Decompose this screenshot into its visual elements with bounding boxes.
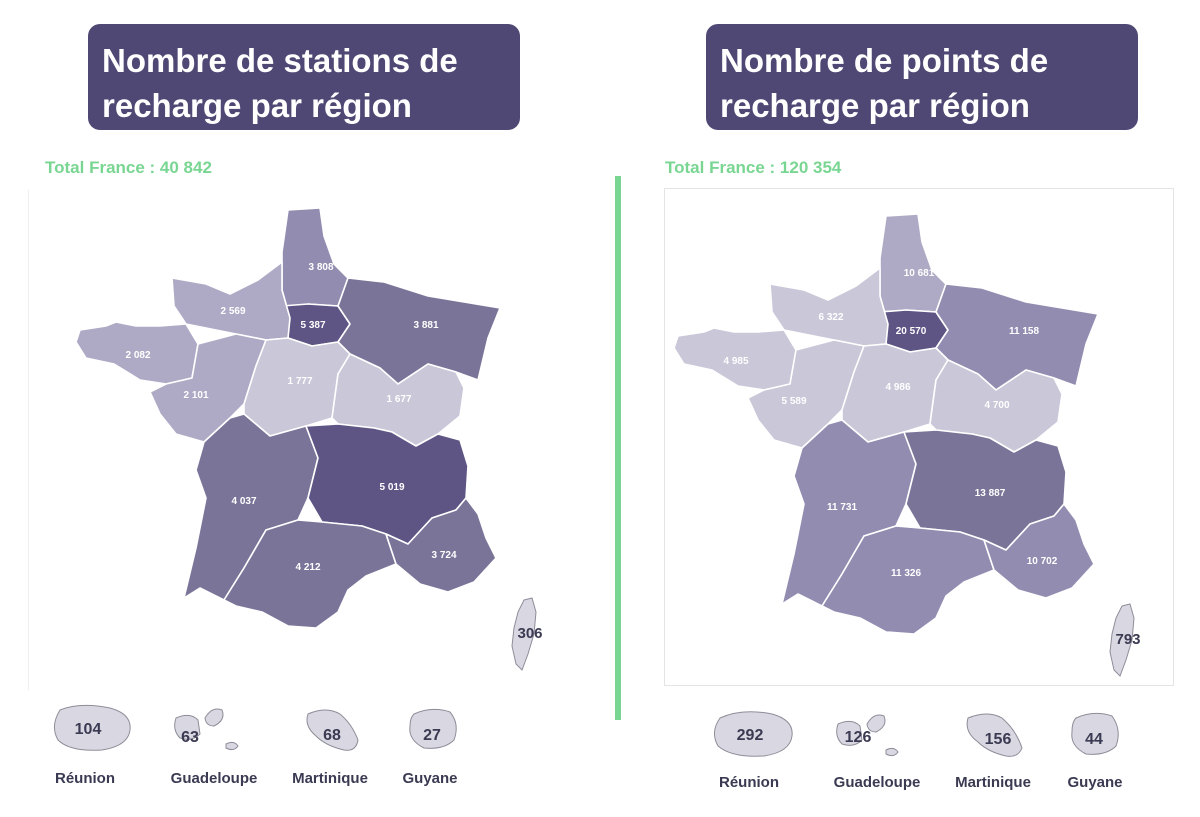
region-idf-value: 20 570	[896, 326, 927, 337]
martinique-points-value: 156	[985, 731, 1012, 748]
guadeloupe-shape	[174, 708, 239, 751]
points-map: 10 681 20 570 11 158 6 322 4 985 5 589 4 986 4 …	[673, 213, 1141, 677]
region-ge-value: 11 158	[1009, 326, 1039, 337]
martinique-shape-right	[966, 713, 1023, 757]
points-dom-map: 292 126 156 44	[714, 711, 1119, 757]
reunion-shape	[54, 704, 131, 751]
region-pdl-value: 2 101	[183, 390, 208, 401]
region-bfc-value: 4 700	[984, 400, 1009, 411]
region-paca-value: 10 702	[1027, 556, 1058, 567]
region-na-value: 4 037	[231, 496, 256, 507]
guyane-shape-right	[1071, 712, 1119, 755]
right-map-frame	[664, 188, 1174, 686]
region-bfc-value: 1 677	[386, 394, 411, 405]
region-bre-value: 4 985	[723, 356, 748, 367]
reunion-shape-right	[714, 711, 793, 757]
region-ara-value: 5 019	[379, 482, 404, 493]
points-title: Nombre de points de recharge par région	[706, 24, 1138, 130]
guadeloupe-label-right: Guadeloupe	[833, 774, 921, 791]
region-cor-value: 793	[1115, 631, 1140, 648]
guyane-label-right: Guyane	[1067, 774, 1123, 791]
region-occ-value: 11 326	[891, 568, 921, 579]
points-total: Total France : 120 354	[665, 158, 842, 177]
region-hdf-value: 3 808	[308, 262, 333, 273]
region-pdl-value: 5 589	[781, 396, 806, 407]
region-occ-shape	[223, 519, 397, 629]
region-na-value: 11 731	[827, 502, 857, 513]
left-map-edge	[28, 190, 29, 690]
region-nor-value: 6 322	[818, 312, 843, 323]
stations-total: Total France : 40 842	[45, 158, 212, 177]
martinique-shape	[306, 709, 359, 751]
region-cvl-value: 1 777	[287, 376, 312, 387]
reunion-label-right: Réunion	[719, 774, 779, 791]
stations-title: Nombre de stations de recharge par régio…	[88, 24, 520, 130]
region-nor-shape	[171, 261, 291, 341]
guadeloupe-points-value: 126	[845, 729, 872, 746]
region-cor-shape	[511, 597, 537, 671]
region-ara-value: 13 887	[975, 488, 1006, 499]
guyane-stations-value: 27	[423, 727, 441, 744]
guadeloupe-label-left: Guadeloupe	[170, 770, 258, 787]
guadeloupe-stations-value: 63	[181, 729, 199, 746]
martinique-label-left: Martinique	[292, 770, 368, 787]
region-hdf-value: 10 681	[904, 268, 935, 279]
martinique-label-right: Martinique	[955, 774, 1031, 791]
region-occ-shape	[821, 525, 995, 635]
reunion-label-left: Réunion	[55, 770, 115, 787]
region-cvl-value: 4 986	[885, 382, 910, 393]
region-cor-shape	[1109, 603, 1135, 677]
region-bre-value: 2 082	[125, 350, 150, 361]
guadeloupe-shape-right	[836, 714, 899, 757]
region-occ-value: 4 212	[295, 562, 320, 573]
martinique-stations-value: 68	[323, 727, 341, 744]
region-paca-shape	[983, 503, 1095, 599]
region-nor-shape	[769, 267, 889, 347]
region-cor-value: 306	[517, 625, 542, 642]
guyane-points-value: 44	[1085, 731, 1103, 748]
region-nor-value: 2 569	[220, 306, 245, 317]
region-ge-value: 3 881	[413, 320, 438, 331]
region-idf-value: 5 387	[300, 320, 325, 331]
panel-divider	[615, 176, 621, 720]
guyane-shape	[409, 708, 457, 749]
reunion-stations-value: 104	[75, 721, 102, 738]
reunion-points-value: 292	[737, 727, 764, 744]
stations-dom-map: 104 63 68 27	[54, 704, 457, 751]
stations-map: 3 808 5 387 3 881 2 569 2 082 2 101 1 777 1 677…	[75, 207, 543, 671]
guyane-label-left: Guyane	[402, 770, 458, 787]
region-paca-value: 3 724	[431, 550, 456, 561]
region-paca-shape	[385, 497, 497, 593]
